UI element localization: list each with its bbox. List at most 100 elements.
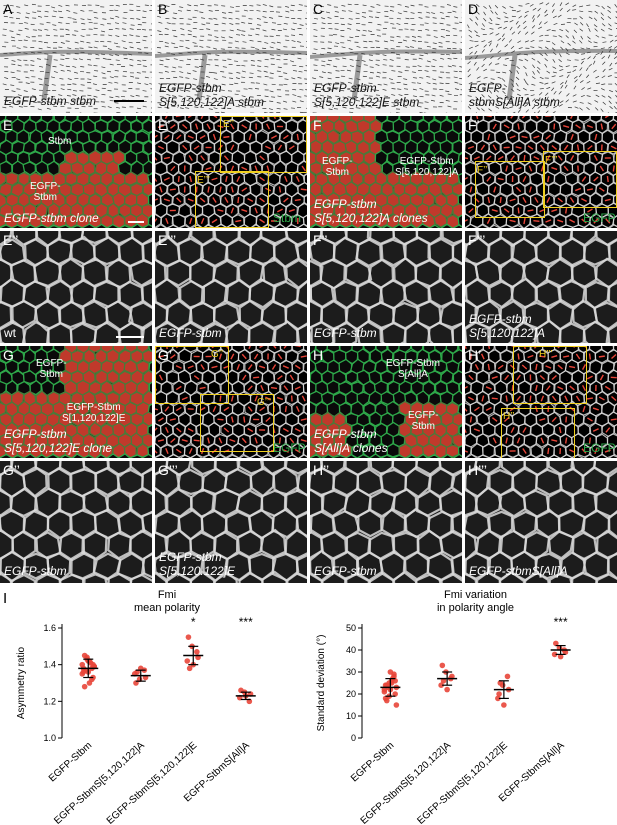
label-egfp-stbm-mutant: EGFP-Stbm S[All]A: [386, 358, 440, 380]
data-point: [553, 640, 559, 647]
inset-box-f3: [475, 161, 545, 218]
data-point: [449, 673, 455, 680]
panel-g1-overlay: G’ G’’ G’’’ EGFP: [155, 346, 307, 458]
scale-bar: [114, 100, 144, 102]
panel-g3-gray: G’’’ EGFP-stbm S[5,120.122]E: [155, 461, 307, 583]
panel-label-h3: H’’’: [468, 462, 487, 478]
data-point: [495, 695, 501, 702]
data-point: [438, 682, 444, 688]
clone-caption-f-line2: S[5,120,122]A clones: [314, 211, 428, 225]
panel-label-i: I: [3, 590, 8, 607]
cell-lattice-zoom: [0, 231, 152, 343]
genotype-label-c-line2: S[5,120,122]E stbm: [314, 95, 420, 109]
wing-hair-pattern: [155, 4, 307, 113]
panel-label-g1: G’: [158, 347, 172, 363]
panel-f3-gray: F’’’ EGFP-stbm S[5,120,122]A: [465, 231, 617, 343]
significance-marker: ***: [554, 615, 568, 629]
clone-caption-h-line2: S[All]A clones: [314, 441, 388, 455]
data-point: [393, 702, 400, 708]
category-label: EGFP-StbmS[5,120,122]A: [359, 740, 454, 825]
data-point: [391, 671, 397, 677]
clone-caption-e: EGFP-stbm clone: [4, 211, 99, 225]
y-tick-label: 1.6: [43, 623, 56, 633]
panel-label-g2: G’’: [3, 462, 20, 478]
label-stbm: Stbm: [48, 136, 72, 147]
panel-label-f2: F’’: [313, 232, 328, 248]
y-tick-label: 50: [346, 623, 356, 633]
data-point: [382, 682, 389, 688]
category-label: EGFP-StbmS[5,120,122]E: [415, 740, 510, 825]
panel-label-g3: G’’’: [158, 462, 178, 478]
panel-label-e3: E’’’: [158, 232, 177, 248]
label-egfp-stbm-mutant: EGFP-Stbm S[5,120,122]A: [395, 156, 459, 178]
cell-lattice-zoom: [465, 231, 617, 343]
genotype-label-d-line1: EGFP-: [469, 81, 506, 95]
panel-a-wing: A EGFP-stbm stbm: [0, 0, 152, 113]
clone-caption-g-line1: EGFP-stbm: [4, 427, 67, 441]
data-point: [440, 678, 447, 684]
data-point: [551, 651, 558, 658]
label-egfp-stbm-mutant: EGFP-Stbm S[1,120,122]E: [62, 402, 126, 424]
y-tick-label: 1.0: [43, 733, 56, 743]
data-point: [562, 649, 569, 655]
y-tick-label: 1.4: [43, 660, 56, 670]
clone-caption-h-line1: EGFP-stbm: [314, 427, 377, 441]
genotype-f3-line2: S[5,120,122]A: [469, 326, 546, 340]
inset-label-e3: E’’’: [197, 175, 210, 186]
chart-title: mean polarity: [134, 602, 201, 614]
clone-caption-f-line1: EGFP-stbm: [314, 197, 377, 211]
cell-lattice-zoom: [155, 461, 307, 583]
y-tick-label: 10: [346, 711, 356, 721]
data-point: [79, 671, 86, 677]
inset-label-f2: F’’: [477, 165, 488, 176]
panel-f-clone: F EGFP- Stbm EGFP-Stbm S[5,120,122]A EGF…: [310, 116, 462, 228]
genotype-f3-line1: EGFP-stbm: [469, 312, 532, 326]
inset-label-h3: H’’’: [539, 349, 553, 360]
channel-label-e1: Stbm: [273, 211, 302, 225]
panel-label-h2: H’’: [313, 462, 330, 478]
panel-h3-gray: H’’’ EGFP-stbmS[All]A: [465, 461, 617, 583]
chart-title: in polarity angle: [437, 602, 514, 614]
data-point: [383, 697, 390, 704]
panel-f2-gray: F’’ EGFP-stbm: [310, 231, 462, 343]
inset-box-h3: [513, 346, 587, 404]
data-point: [388, 680, 395, 686]
panel-g2-gray: G’’ EGFP-stbm: [0, 461, 152, 583]
panel-h-clone: H EGFP-Stbm S[All]A EGFP- Stbm EGFP-stbm…: [310, 346, 462, 458]
panel-label-f3: F’’’: [468, 232, 486, 248]
data-point: [497, 680, 504, 686]
y-tick-label: 20: [346, 689, 356, 699]
panel-e3-gray: E’’’ EGFP-stbm: [155, 231, 307, 343]
channel-label-g1: EGFP: [273, 441, 306, 455]
cell-lattice-zoom: [310, 461, 462, 583]
inset-label-g2: G’’: [211, 349, 224, 360]
panel-f1-overlay: F’ F’’’ F’’ EGFP: [465, 116, 617, 228]
inset-label-h2: H’’: [503, 411, 515, 422]
panel-e1-overlay: E’ E’’ E’’’ Stbm: [155, 116, 307, 228]
scale-bar: [116, 336, 144, 338]
panel-c-wing: C EGFP-stbm S[5,120,122]E stbm: [310, 0, 462, 113]
cell-lattice-zoom: [310, 231, 462, 343]
panel-label-b: B: [158, 1, 168, 17]
data-point: [81, 683, 88, 690]
data-point: [557, 653, 564, 660]
data-point: [501, 702, 507, 708]
genotype-label-a: EGFP-stbm stbm: [4, 94, 97, 108]
panel-h1-overlay: H’ H’’’ H’’ EGFP: [465, 346, 617, 458]
panel-g-clone: G EGFP- Stbm EGFP-Stbm S[1,120,122]E EGF…: [0, 346, 152, 458]
data-point: [186, 665, 193, 672]
category-label: EGFP-StbmS[5,120,122]E: [105, 740, 200, 825]
cell-lattice-zoom: [465, 461, 617, 583]
inset-label-g3: G’’’: [257, 397, 272, 408]
genotype-label-d-line2: stbmS[All]A stbm: [469, 95, 560, 109]
data-point: [444, 686, 450, 693]
panel-label-d: D: [468, 1, 479, 17]
y-tick-label: 0: [351, 733, 356, 743]
genotype-h3: EGFP-stbmS[All]A: [469, 564, 568, 578]
panel-e2-gray: E’’ wt: [0, 231, 152, 343]
chart-title: Fmi: [158, 589, 176, 601]
channel-label-f1: EGFP: [583, 211, 616, 225]
cell-lattice-zoom: [155, 231, 307, 343]
panel-label-h1: H’: [468, 347, 482, 363]
